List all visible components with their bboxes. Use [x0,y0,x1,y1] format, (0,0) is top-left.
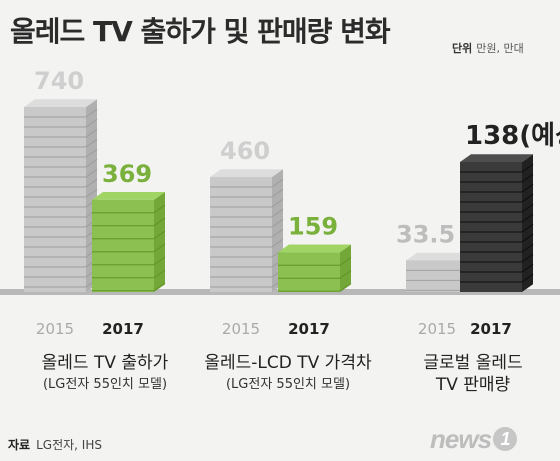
unit-text: 만원, 만대 [476,42,524,55]
data-label: 159 [288,212,338,240]
unit-note: 단위 만원, 만대 [452,40,524,56]
group-title-line2: TV 판매량 [435,375,511,395]
data-label: 460 [220,137,270,165]
data-label: 138(예상) [465,121,560,151]
group-label-2: 올레드-LCD TV 가격차 (LG전자 55인치 모델) [188,352,388,396]
group-subtitle: (LG전자 55인치 모델) [225,377,351,392]
tick-label: 2015 [222,320,260,338]
logo-text: news [430,424,492,454]
unit-label: 단위 [452,42,473,55]
page-title: 올레드 TV 출하가 및 판매량 변화 [10,15,391,48]
logo-mark: 1 [493,427,518,451]
chart-group-2: 460 2015 159 2017 [210,137,352,338]
tick-label: 2017 [102,320,144,338]
data-label: 369 [102,160,152,188]
tick-label: 2017 [470,320,512,338]
bar-2015 [24,99,98,292]
bar-2017 [92,192,166,292]
news1-logo: news 1 [430,424,518,455]
bar-2017 [278,244,352,292]
chart-group-1: 740 2015 369 2017 [24,67,166,338]
bar-2015 [210,169,284,292]
group-subtitle: (LG전자 55인치 모델) [42,377,168,392]
tick-label: 2015 [36,320,74,338]
source-label: 자료 [8,438,31,452]
group-label-1: 올레드 TV 출하가 (LG전자 55인치 모델) [20,352,190,396]
data-label: 740 [34,67,84,95]
group-title: 올레드 TV 출하가 [41,353,169,373]
source-note: 자료 LG전자, IHS [8,436,102,453]
group-title: 글로벌 올레드 [423,353,523,373]
data-label: 33.5 [396,220,455,248]
bar-2017 [460,154,534,292]
source-text: LG전자, IHS [36,438,102,452]
tick-label: 2017 [288,320,330,338]
tick-label: 2015 [418,320,456,338]
chart-group-3: 33.5 2015 138(예상) 2017 [396,121,560,338]
group-title: 올레드-LCD TV 가격차 [204,353,372,373]
group-label-3: 글로벌 올레드 TV 판매량 [398,352,548,396]
